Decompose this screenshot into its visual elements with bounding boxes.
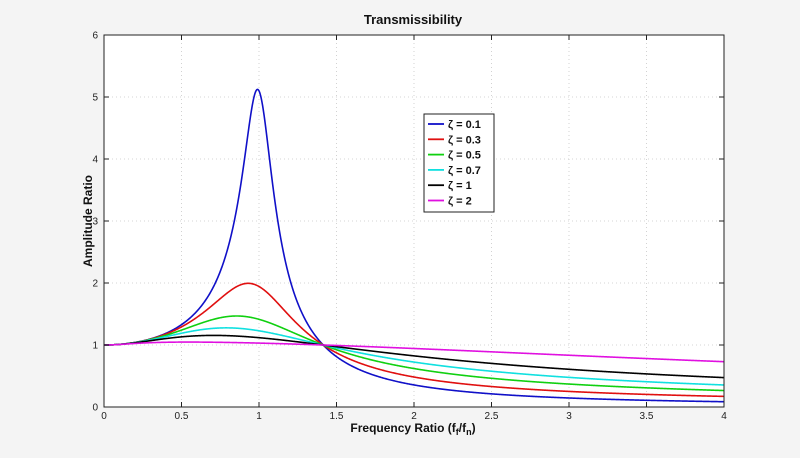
grid: [104, 35, 724, 407]
y-tick-label: 4: [92, 155, 98, 166]
legend: ζ = 0.1 ζ = 0.3 ζ = 0.5 ζ = 0.7 ζ = 1 ζ = 2: [423, 113, 495, 213]
series-line: [103, 88, 725, 403]
x-tick-label: 1.5: [330, 411, 344, 422]
chart-title: Transmissibility: [364, 12, 463, 27]
x-axis-title-end: ): [472, 421, 476, 435]
legend-label: ζ = 0.1: [448, 119, 481, 131]
x-axis-title-main: Frequency Ratio (f: [350, 421, 456, 435]
legend-label: ζ = 0.5: [448, 150, 481, 162]
x-axis-title-mid: /f: [459, 421, 467, 435]
x-tick-label: 0.5: [175, 411, 189, 422]
y-tick-label: 0: [92, 403, 98, 414]
series-line: [103, 341, 725, 363]
x-axis-title-sub2: n: [466, 427, 472, 437]
y-tick-labels: 0 1 2 3 4 5 6: [92, 31, 98, 414]
y-axis-title: Amplitude Ratio: [81, 175, 95, 267]
x-tick-label: 4: [721, 411, 727, 422]
series-line: [103, 327, 725, 386]
legend-label: ζ = 2: [448, 196, 472, 208]
x-tick-label: 0: [101, 411, 107, 422]
series-line: [103, 282, 725, 398]
series-line: [103, 334, 725, 379]
x-tick-label: 2.5: [485, 411, 499, 422]
series-group: [103, 88, 725, 403]
x-tick-labels: 0 0.5 1 1.5 2 2.5 3 3.5 4: [101, 411, 727, 422]
ticks: [103, 34, 725, 408]
x-tick-label: 3.5: [640, 411, 654, 422]
series-line: [103, 315, 725, 392]
legend-label: ζ = 0.3: [448, 134, 481, 146]
y-tick-label: 2: [92, 279, 98, 290]
legend-label: ζ = 0.7: [448, 165, 481, 177]
x-tick-label: 3: [566, 411, 572, 422]
legend-label: ζ = 1: [448, 180, 472, 192]
y-tick-label: 3: [92, 217, 98, 228]
y-tick-label: 1: [92, 341, 98, 352]
x-axis-title-sub1: f: [456, 427, 460, 437]
legend-box: [423, 113, 495, 213]
x-tick-label: 1: [256, 411, 262, 422]
y-tick-label: 5: [92, 93, 98, 104]
x-tick-label: 2: [411, 411, 417, 422]
y-tick-label: 6: [92, 31, 98, 42]
x-axis-title: Frequency Ratio (ff/fn): [350, 421, 475, 437]
